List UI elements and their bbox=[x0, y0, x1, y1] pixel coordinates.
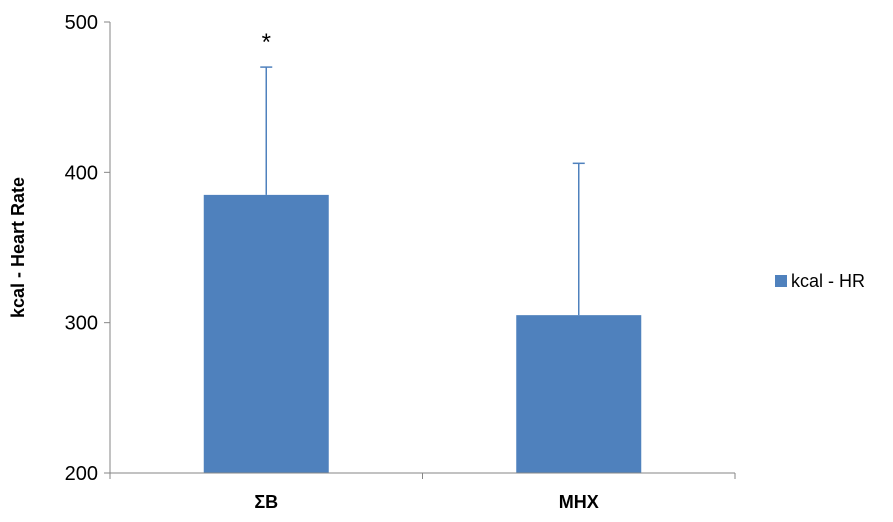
x-tick-label-1: ΣΒ bbox=[254, 492, 278, 512]
significance-annotation: * bbox=[262, 29, 271, 56]
y-tick-label-200: 200 bbox=[65, 463, 98, 485]
y-tick-label-400: 400 bbox=[65, 162, 98, 184]
legend-swatch bbox=[775, 275, 787, 287]
y-axis-title: kcal - Heart Rate bbox=[8, 177, 28, 318]
bar-2 bbox=[516, 315, 642, 473]
x-tick-label-2: ΜΗΧ bbox=[559, 492, 599, 512]
legend-label: kcal - HR bbox=[791, 271, 865, 291]
y-tick-label-500: 500 bbox=[65, 12, 98, 34]
bar-1 bbox=[203, 194, 329, 473]
y-tick-label-300: 300 bbox=[65, 313, 98, 335]
